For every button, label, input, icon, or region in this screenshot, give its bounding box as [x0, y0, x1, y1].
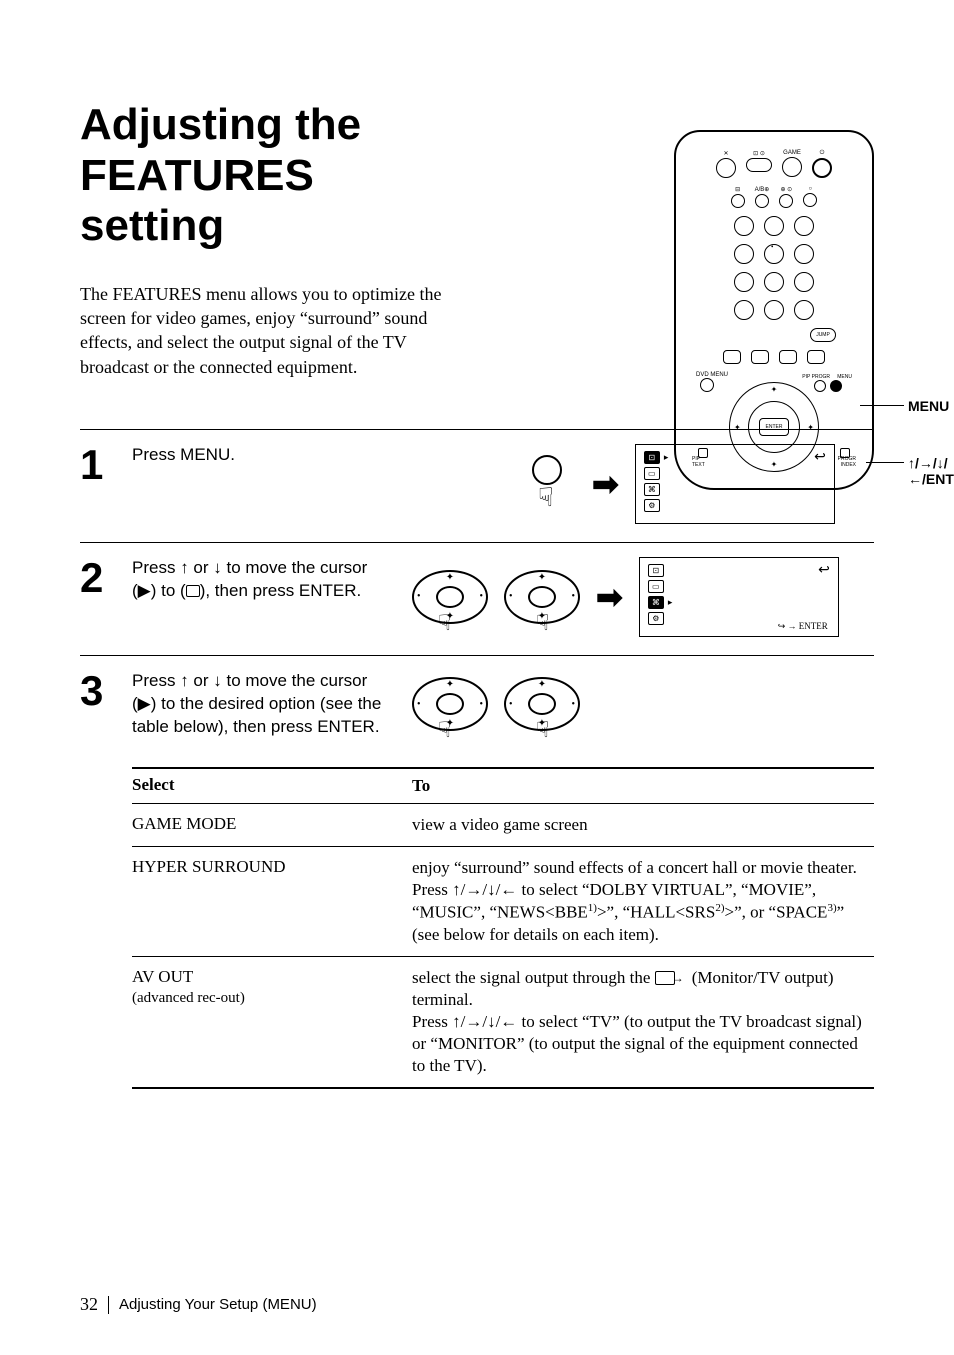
- arrow-right-icon: ➡: [596, 578, 623, 616]
- table-header-to: To: [412, 775, 874, 797]
- step-1: 1 Press MENU. ☟ ➡ ↩ ⊡▸ ▭ ⌘: [80, 429, 874, 542]
- step-text: Press ↑ or ↓ to move the cursor (▶) to (…: [132, 557, 392, 637]
- step-number: 1: [80, 444, 132, 486]
- step-2: 2 Press ↑ or ↓ to move the cursor (▶) to…: [80, 542, 874, 655]
- page-number: 32: [80, 1294, 98, 1315]
- table-row: AV OUT (advanced rec-out) select the sig…: [132, 957, 874, 1089]
- options-table: Select To GAME MODE view a video game sc…: [132, 767, 874, 1090]
- table-row: HYPER SURROUND enjoy “surround” sound ef…: [132, 847, 874, 957]
- step-number: 3: [80, 670, 132, 712]
- nav-pad-press-icon: ✦✦•• ☟: [504, 570, 580, 624]
- step-number: 2: [80, 557, 132, 599]
- nav-pad-icon: ✦✦•• ☟: [412, 677, 488, 731]
- menu-callout: MENU: [908, 398, 949, 414]
- osd-screen: ↩ ⊡ ▭ ⌘▸ ⚙ ↪ → ENTER: [639, 557, 839, 637]
- page-footer: 32 Adjusting Your Setup (MENU): [80, 1294, 317, 1315]
- nav-pad-icon: ✦✦•• ☟: [412, 570, 488, 624]
- intro-paragraph: The FEATURES menu allows you to optimize…: [80, 282, 460, 379]
- nav-pad-press-icon: ✦✦•• ☟: [504, 677, 580, 731]
- osd-screen: ↩ ⊡▸ ▭ ⌘ ⚙: [635, 444, 835, 524]
- step-3: 3 Press ↑ or ↓ to move the cursor (▶) to…: [80, 655, 874, 757]
- monitor-out-icon: [655, 971, 675, 985]
- table-header-select: Select: [132, 775, 412, 797]
- menu-button-on-remote: [830, 380, 842, 392]
- press-button-icon: ☟: [528, 455, 576, 513]
- table-row: GAME MODE view a video game screen: [132, 804, 874, 847]
- step-text: Press ↑ or ↓ to move the cursor (▶) to t…: [132, 670, 392, 739]
- page-title: Adjusting the FEATURES setting: [80, 100, 460, 252]
- remote-illustration: ✕ ⊡ ⊙ GAME ⏻ ⊟ A/B⊕ ⊕ ⊙ ○ • JUMP DVD MEN…: [674, 130, 874, 490]
- footer-section: Adjusting Your Setup (MENU): [119, 1296, 317, 1313]
- nav-callout: ↑/→/↓/←/ENTER: [908, 455, 954, 487]
- step-text: Press MENU.: [132, 444, 392, 524]
- arrow-right-icon: ➡: [592, 465, 619, 503]
